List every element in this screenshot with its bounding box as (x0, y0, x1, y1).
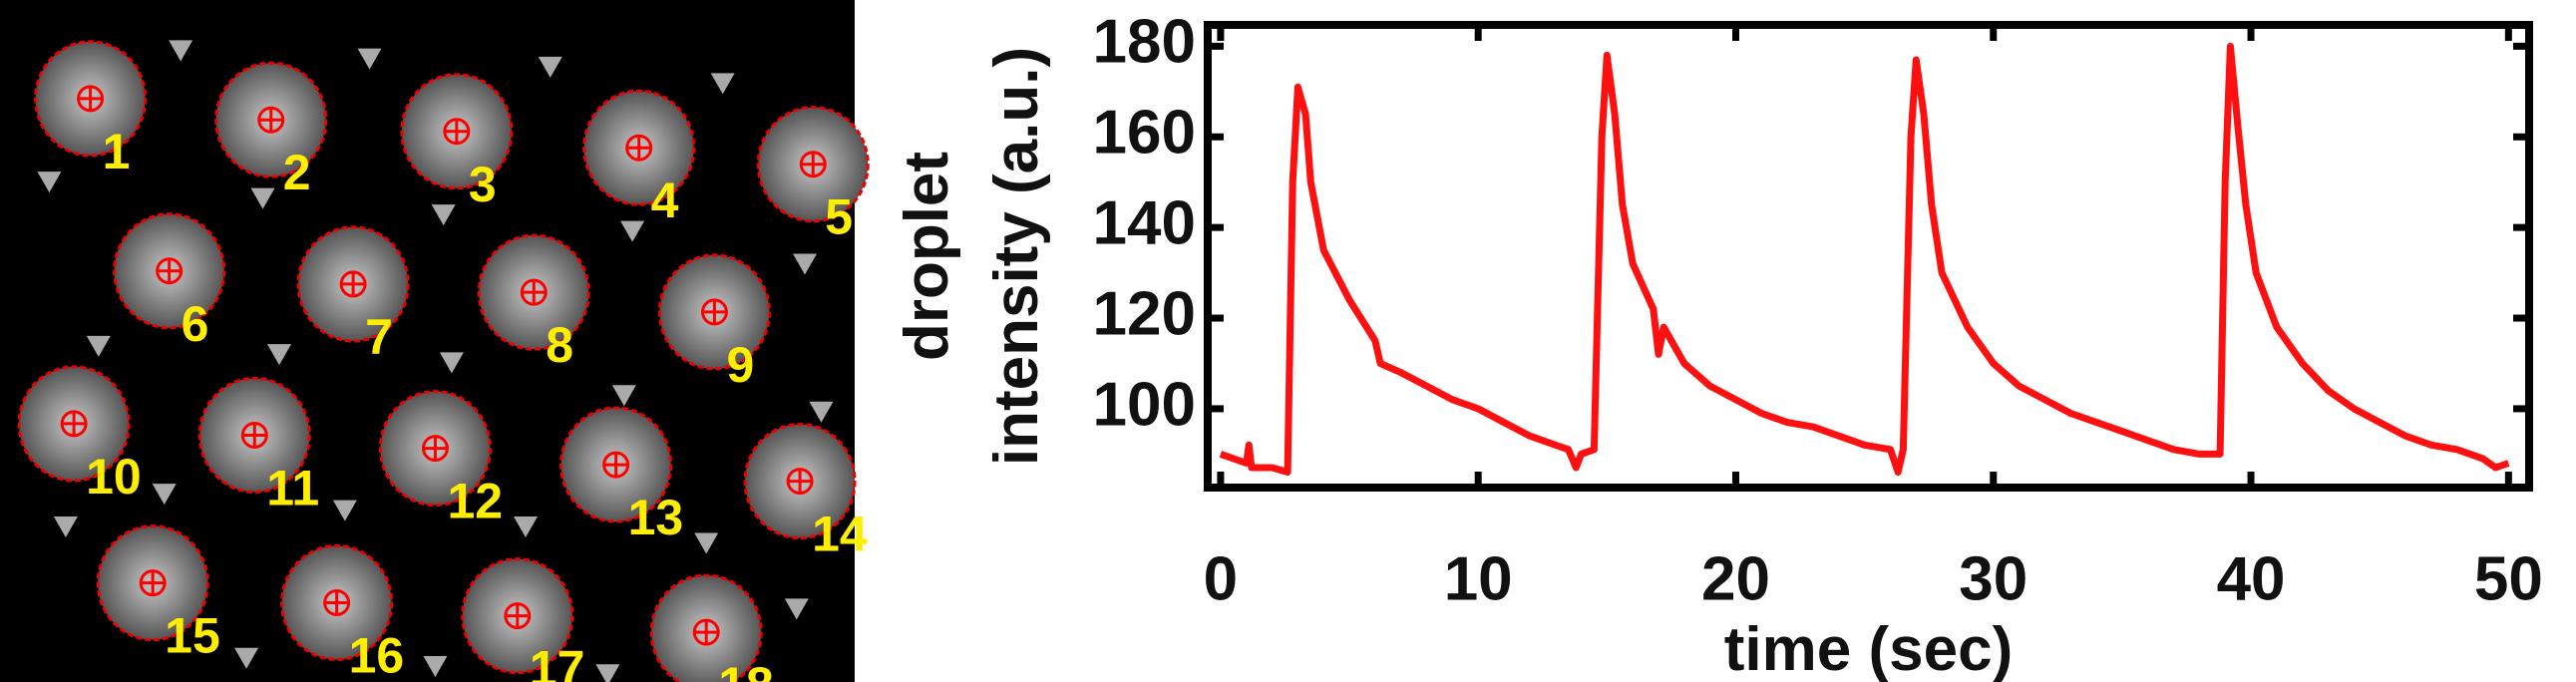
x-tick-label: 20 (1701, 544, 1770, 613)
droplet-label: 13 (628, 490, 684, 545)
chart: 0 10 20 30 40 50 100 120 140 160 180 time (sec) drop… (893, 8, 2543, 682)
marker-cross (788, 469, 813, 494)
triangle (431, 204, 456, 226)
y-tick-label: 120 (1093, 279, 1196, 348)
y-tick-label: 140 (1093, 189, 1196, 258)
triangle (86, 335, 111, 357)
marker-cross (258, 108, 283, 133)
triangle (169, 40, 193, 62)
y-tick-label: 160 (1093, 99, 1196, 168)
marker-cross (694, 620, 719, 645)
x-tick-label: 50 (2474, 544, 2543, 613)
y-tick-label: 180 (1093, 8, 1196, 77)
plot-frame (1204, 21, 2533, 492)
triangle (250, 187, 275, 209)
droplet-label: 9 (726, 337, 754, 393)
triangle (439, 352, 464, 374)
droplet-label: 8 (546, 317, 573, 373)
series-line (1219, 42, 2510, 476)
triangle (37, 171, 62, 193)
droplet-label: 5 (825, 189, 853, 245)
droplet-label: 7 (365, 309, 393, 365)
triangle (53, 516, 78, 538)
marker-cross (505, 603, 530, 628)
triangle (793, 253, 818, 275)
y-tick-label: 100 (1093, 370, 1196, 439)
droplet-label: 1 (103, 124, 131, 179)
x-tick-label: 0 (1204, 544, 1238, 613)
droplet-label: 10 (86, 449, 142, 505)
x-tick-label: 30 (1959, 544, 2027, 613)
droplet-label: 4 (651, 172, 679, 228)
triangle (595, 664, 620, 682)
marker-cross (242, 423, 267, 448)
marker-cross (702, 299, 727, 324)
y-axis-label: droplet (893, 152, 961, 361)
marker-cross (341, 271, 366, 296)
droplet-label: 15 (165, 608, 220, 664)
x-tick-label: 40 (2217, 544, 2286, 613)
triangle (423, 656, 448, 678)
triangle (611, 385, 636, 407)
marker-cross (522, 280, 547, 305)
droplet-label: 2 (283, 145, 311, 200)
triangle (234, 647, 259, 669)
marker-cross (78, 86, 103, 111)
triangle (710, 73, 735, 95)
droplet-label: 6 (182, 296, 209, 352)
triangle (784, 598, 809, 620)
droplet-label: 11 (266, 460, 319, 515)
micrograph-content: 123456789101112131415161718 (17, 40, 870, 682)
droplet-label: 16 (349, 627, 405, 682)
droplet-label: 12 (447, 474, 503, 529)
marker-cross (626, 136, 651, 161)
triangle (538, 56, 562, 78)
x-axis-label: time (sec) (1724, 615, 2013, 682)
triangle (620, 220, 645, 242)
triangle (357, 48, 382, 70)
marker-cross (423, 436, 448, 461)
marker-cross (141, 570, 166, 595)
triangle (514, 516, 539, 538)
droplet-label: 18 (718, 657, 774, 682)
triangle (332, 500, 357, 521)
triangle (694, 532, 719, 554)
marker-cross (157, 258, 182, 283)
marker-cross (801, 152, 826, 176)
marker-cross (324, 590, 349, 615)
triangle (809, 401, 834, 423)
triangle (152, 484, 177, 506)
droplet-label: 14 (812, 507, 868, 562)
droplet-label: 17 (530, 641, 585, 682)
marker-cross (62, 411, 87, 436)
marker-cross (444, 119, 469, 144)
y-axis-label: intensity (a.u.) (982, 47, 1051, 466)
triangle (266, 344, 291, 366)
marker-cross (603, 453, 628, 478)
droplet-label: 3 (469, 157, 497, 212)
x-tick-label: 10 (1444, 544, 1513, 613)
